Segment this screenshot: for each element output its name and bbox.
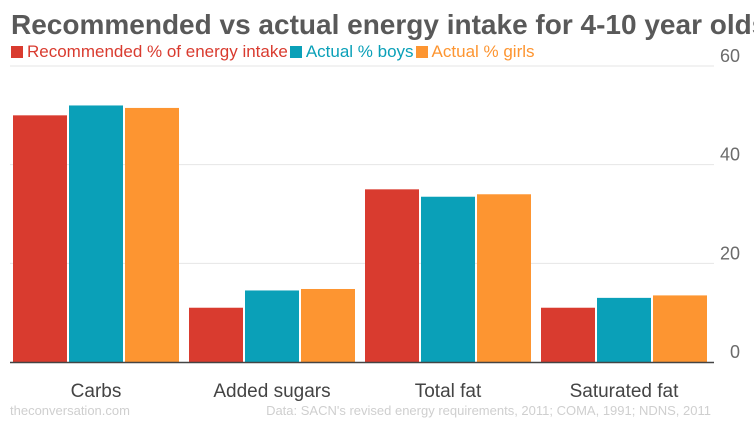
legend-label-boys: Actual % boys [305,42,414,61]
x-tick-label: Total fat [415,381,482,402]
y-tick-label: 40 [720,145,740,165]
bar-carbs-1 [69,105,123,362]
x-tick-label: Added sugars [213,381,330,402]
x-tick-label: Carbs [71,381,122,402]
footer-source: theconversation.com [10,403,130,418]
bar-added-sugars-1 [245,290,299,362]
y-tick-label: 0 [730,342,740,362]
bar-total-fat-2 [477,194,531,362]
legend-label-girls: Actual % girls [431,42,535,61]
legend-label-recommended: Recommended % of energy intake [27,42,288,61]
legend-item-boys: Actual % boys [289,42,414,62]
bar-carbs-0 [13,115,67,362]
bar-added-sugars-0 [189,307,243,362]
legend-item-girls: Actual % girls [415,42,535,62]
legend-swatch-boys [289,46,302,58]
bar-total-fat-0 [365,189,419,362]
bar-saturated-fat-0 [541,307,595,362]
footer-credit: Data: SACN's revised energy requirements… [266,403,711,418]
y-tick-label: 20 [720,243,740,263]
bar-added-sugars-2 [301,288,355,362]
bar-total-fat-1 [421,196,475,362]
y-tick-label: 60 [720,46,740,66]
bar-saturated-fat-1 [597,297,651,362]
chart-title: Recommended vs actual energy intake for … [11,9,754,40]
legend: Recommended % of energy intake Actual % … [11,42,537,62]
bar-carbs-2 [125,107,179,362]
legend-swatch-recommended [11,46,23,58]
x-tick-label: Saturated fat [570,381,680,402]
legend-item-recommended: Recommended % of energy intake [11,42,288,62]
bar-saturated-fat-2 [653,295,707,362]
legend-swatch-girls [415,46,428,58]
